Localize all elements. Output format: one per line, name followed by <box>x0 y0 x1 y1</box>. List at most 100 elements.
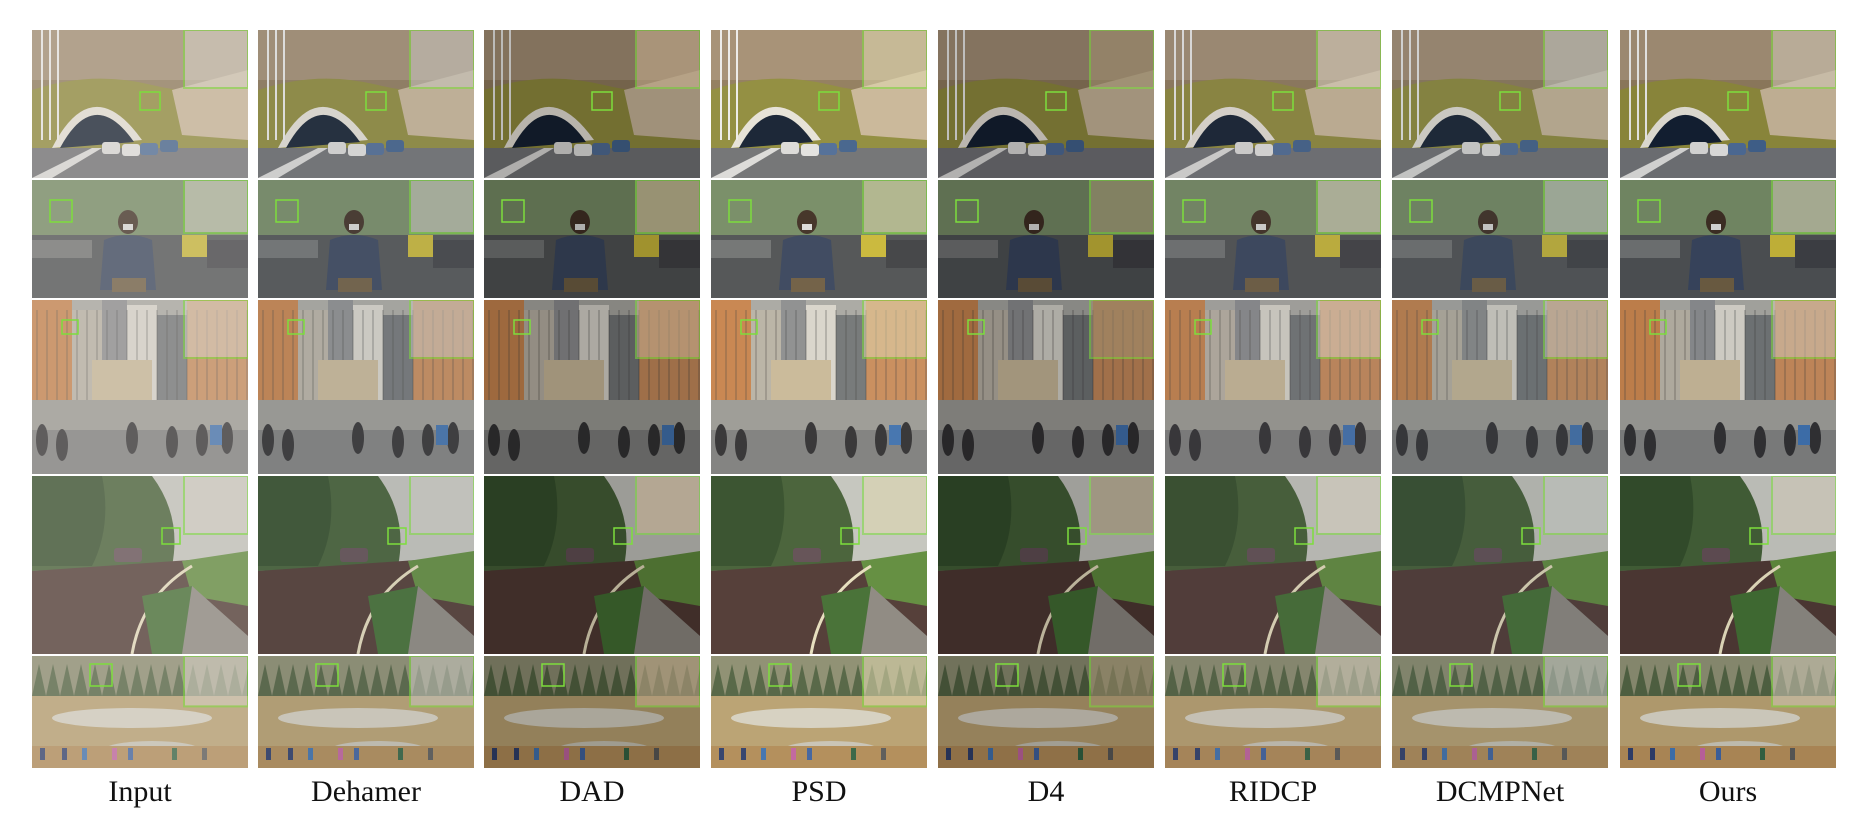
image-dad-tunnel <box>484 30 700 178</box>
image-dcmpnet-forest-road <box>1392 476 1608 654</box>
zoom-source-box <box>591 91 613 111</box>
zoom-source-box <box>1649 319 1667 335</box>
image-ours-meadow <box>1620 656 1836 768</box>
column-dehamer <box>258 30 474 768</box>
zoom-source-box <box>1294 527 1314 545</box>
zoom-inset <box>409 300 474 359</box>
zoom-inset <box>635 656 700 708</box>
zoom-inset <box>409 30 474 89</box>
image-psd-tunnel <box>711 30 927 178</box>
column-psd <box>711 30 927 768</box>
column-dad <box>484 30 700 768</box>
zoom-inset <box>183 180 248 235</box>
image-ridcp-city <box>1165 300 1381 474</box>
image-dcmpnet-meadow <box>1392 656 1608 768</box>
column-input <box>32 30 248 768</box>
column-dcmpnet <box>1392 30 1608 768</box>
zoom-source-box <box>287 319 305 335</box>
image-dehamer-city <box>258 300 474 474</box>
zoom-inset <box>1543 180 1608 235</box>
zoom-source-box <box>501 199 525 223</box>
image-input-tunnel <box>32 30 248 178</box>
zoom-source-box <box>1272 91 1294 111</box>
image-ours-city <box>1620 300 1836 474</box>
image-d4-tunnel <box>938 30 1154 178</box>
zoom-inset <box>1771 300 1836 359</box>
zoom-inset <box>862 180 927 235</box>
image-ridcp-forest-road <box>1165 476 1381 654</box>
image-dad-meadow <box>484 656 700 768</box>
zoom-source-box <box>1499 91 1521 111</box>
image-psd-city <box>711 300 927 474</box>
zoom-source-box <box>513 319 531 335</box>
image-ours-forest-road <box>1620 476 1836 654</box>
column-ridcp <box>1165 30 1381 768</box>
zoom-inset <box>409 476 474 535</box>
zoom-source-box <box>1421 319 1439 335</box>
zoom-inset <box>183 656 248 708</box>
label-dehamer: Dehamer <box>311 775 421 808</box>
zoom-source-box <box>387 527 407 545</box>
zoom-inset <box>1316 180 1381 235</box>
zoom-source-box <box>1194 319 1212 335</box>
zoom-source-box <box>161 527 181 545</box>
zoom-source-box <box>955 199 979 223</box>
zoom-inset <box>1543 30 1608 89</box>
image-d4-forest-road <box>938 476 1154 654</box>
zoom-inset <box>635 180 700 235</box>
image-d4-city <box>938 300 1154 474</box>
zoom-inset <box>1543 656 1608 708</box>
image-ours-cyclist <box>1620 180 1836 298</box>
zoom-inset <box>183 476 248 535</box>
image-dehamer-meadow <box>258 656 474 768</box>
zoom-inset <box>1089 300 1154 359</box>
image-d4-meadow <box>938 656 1154 768</box>
image-psd-forest-road <box>711 476 927 654</box>
zoom-inset <box>1089 30 1154 89</box>
zoom-inset <box>409 180 474 235</box>
zoom-inset <box>1543 476 1608 535</box>
zoom-inset <box>1316 476 1381 535</box>
zoom-inset <box>1771 30 1836 89</box>
zoom-source-box <box>1045 91 1067 111</box>
zoom-source-box <box>365 91 387 111</box>
zoom-source-box <box>967 319 985 335</box>
image-ours-tunnel <box>1620 30 1836 178</box>
image-ridcp-tunnel <box>1165 30 1381 178</box>
zoom-inset <box>1316 300 1381 359</box>
label-d4: D4 <box>1027 775 1065 808</box>
zoom-inset <box>1089 180 1154 235</box>
image-input-forest-road <box>32 476 248 654</box>
zoom-source-box <box>541 663 565 687</box>
image-input-cyclist <box>32 180 248 298</box>
comparison-grid <box>32 30 1842 768</box>
zoom-inset <box>1089 656 1154 708</box>
zoom-source-box <box>1222 663 1246 687</box>
label-input: Input <box>108 775 172 808</box>
image-dad-forest-road <box>484 476 700 654</box>
zoom-source-box <box>728 199 752 223</box>
zoom-inset <box>1316 656 1381 708</box>
zoom-source-box <box>1449 663 1473 687</box>
label-psd: PSD <box>791 775 847 808</box>
image-d4-cyclist <box>938 180 1154 298</box>
image-ridcp-cyclist <box>1165 180 1381 298</box>
image-dad-cyclist <box>484 180 700 298</box>
zoom-inset <box>862 30 927 89</box>
image-input-city <box>32 300 248 474</box>
zoom-source-box <box>49 199 73 223</box>
label-ours: Ours <box>1698 775 1758 808</box>
zoom-source-box <box>818 91 840 111</box>
zoom-inset <box>635 300 700 359</box>
zoom-inset <box>635 30 700 89</box>
zoom-source-box <box>275 199 299 223</box>
zoom-source-box <box>315 663 339 687</box>
zoom-source-box <box>740 319 758 335</box>
label-dad: DAD <box>559 775 625 808</box>
zoom-source-box <box>613 527 633 545</box>
zoom-inset <box>862 476 927 535</box>
image-ridcp-meadow <box>1165 656 1381 768</box>
zoom-inset <box>1771 656 1836 708</box>
zoom-source-box <box>89 663 113 687</box>
image-dehamer-tunnel <box>258 30 474 178</box>
